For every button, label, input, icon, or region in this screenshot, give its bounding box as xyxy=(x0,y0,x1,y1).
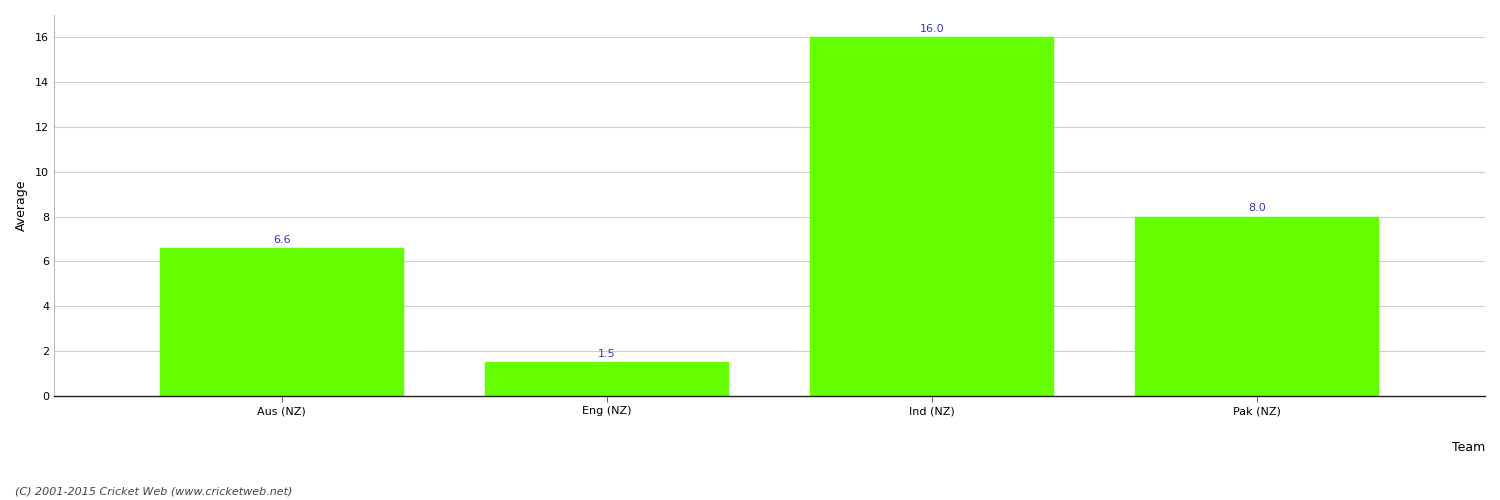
Text: 16.0: 16.0 xyxy=(920,24,945,34)
Bar xyxy=(1136,216,1380,396)
Text: 8.0: 8.0 xyxy=(1248,203,1266,213)
Text: (C) 2001-2015 Cricket Web (www.cricketweb.net): (C) 2001-2015 Cricket Web (www.cricketwe… xyxy=(15,487,292,497)
Text: Team: Team xyxy=(1452,442,1485,454)
Bar xyxy=(159,248,404,396)
Y-axis label: Average: Average xyxy=(15,180,28,231)
Text: 6.6: 6.6 xyxy=(273,234,291,244)
Bar xyxy=(484,362,729,396)
Bar xyxy=(810,38,1054,396)
Text: 1.5: 1.5 xyxy=(598,349,615,359)
